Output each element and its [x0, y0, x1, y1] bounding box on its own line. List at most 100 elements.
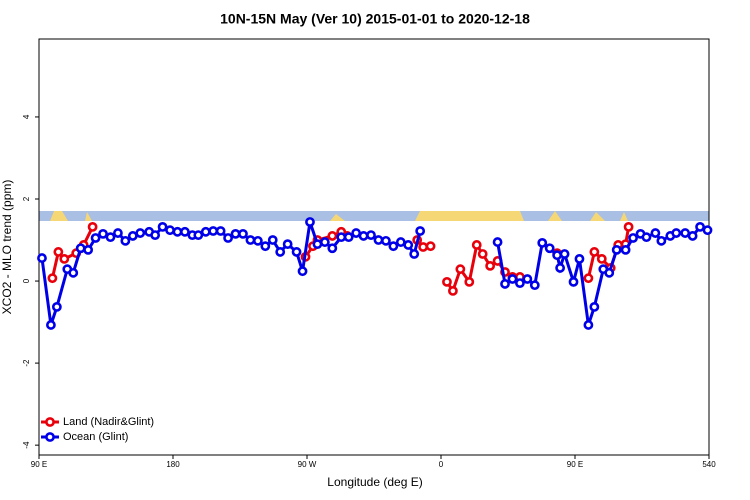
data-point [623, 221, 634, 232]
y-axis-label: XCO2 - MLO trend (ppm) [0, 180, 14, 315]
data-point [127, 231, 138, 241]
data-point [555, 263, 566, 273]
data-point [366, 230, 376, 241]
data-point [305, 217, 315, 227]
x-axis-label: Longitude (deg E) [327, 475, 422, 489]
data-point [312, 239, 323, 250]
data-point [583, 273, 594, 284]
data-point [46, 320, 56, 330]
data-point [492, 237, 503, 247]
data-point [388, 241, 399, 252]
data-point [596, 253, 607, 264]
y-tick-label: -2 [22, 359, 31, 367]
chart-title: 10N-15N May (Ver 10) 2015-01-01 to 2020-… [220, 11, 530, 27]
data-point [485, 260, 496, 271]
y-tick-label: 2 [22, 196, 31, 201]
data-point [671, 228, 682, 238]
x-tick-label: 90 E [31, 460, 47, 469]
legend-label: Ocean (Glint) [63, 431, 128, 443]
data-point [611, 244, 622, 255]
x-tick-label: 0 [439, 460, 444, 469]
data-point [297, 266, 308, 277]
x-tick-label: 90 E [567, 460, 583, 469]
legend-marker [45, 432, 55, 442]
data-point [275, 247, 286, 257]
data-point [559, 249, 570, 259]
data-point [200, 226, 211, 237]
data-point [507, 274, 518, 284]
data-point [47, 273, 58, 284]
data-point [75, 243, 86, 254]
data-point [238, 228, 248, 239]
data-point [193, 230, 204, 241]
plot-frame [38, 38, 710, 456]
data-point [650, 228, 661, 238]
data-point [113, 228, 123, 238]
data-point [172, 226, 183, 237]
data-point [358, 231, 369, 241]
data-point [500, 279, 510, 289]
data-point [418, 242, 429, 252]
data-point [589, 247, 600, 257]
data-point [245, 235, 256, 245]
data-point [180, 226, 190, 237]
data-point [687, 231, 698, 241]
data-point [223, 233, 233, 243]
data-point [583, 320, 594, 330]
data-point [574, 253, 585, 264]
data-point [291, 247, 302, 257]
y-tick-label: 0 [22, 278, 31, 283]
data-point [120, 235, 131, 246]
data-point [544, 243, 555, 254]
data-point [529, 280, 540, 291]
data-point [695, 221, 705, 232]
data-point [604, 267, 615, 278]
data-point [215, 226, 226, 236]
data-point [53, 247, 64, 257]
data-point [343, 232, 354, 243]
data-point [656, 235, 667, 246]
data-point [90, 233, 101, 243]
data-point [98, 228, 108, 239]
data-point [83, 244, 94, 255]
data-point [165, 225, 175, 236]
data-point [477, 249, 488, 259]
data-point [336, 232, 347, 243]
data-point [455, 264, 466, 275]
data-point [105, 232, 116, 243]
data-point [282, 239, 293, 250]
data-point [381, 235, 391, 246]
data-point [135, 228, 146, 238]
data-point [252, 235, 263, 246]
data-point [157, 221, 168, 232]
data-point [568, 276, 579, 287]
data-point [87, 221, 98, 232]
land-ocean-strip [39, 211, 709, 221]
y-tick-label: -4 [22, 441, 31, 449]
data-point [589, 301, 600, 312]
data-point [522, 274, 533, 284]
data-point [260, 241, 271, 252]
data-point [208, 226, 219, 236]
data-point [230, 228, 241, 239]
data-point [425, 241, 436, 252]
data-point [471, 240, 482, 250]
data-point [150, 230, 161, 241]
data-point [537, 237, 548, 248]
data-point [327, 231, 338, 241]
data-point [464, 276, 475, 287]
data-point [373, 235, 384, 245]
x-tick-label: 540 [702, 460, 716, 469]
data-point [319, 237, 330, 247]
data-point [59, 253, 70, 264]
data-point [515, 278, 525, 289]
data-point [628, 233, 638, 243]
data-point [267, 235, 278, 245]
legend-label: Land (Nadir&Glint) [63, 416, 154, 428]
data-point [327, 243, 338, 254]
x-tick-label: 90 W [298, 460, 317, 469]
data-point [442, 276, 452, 287]
data-point [351, 228, 362, 238]
data-point [395, 237, 406, 247]
